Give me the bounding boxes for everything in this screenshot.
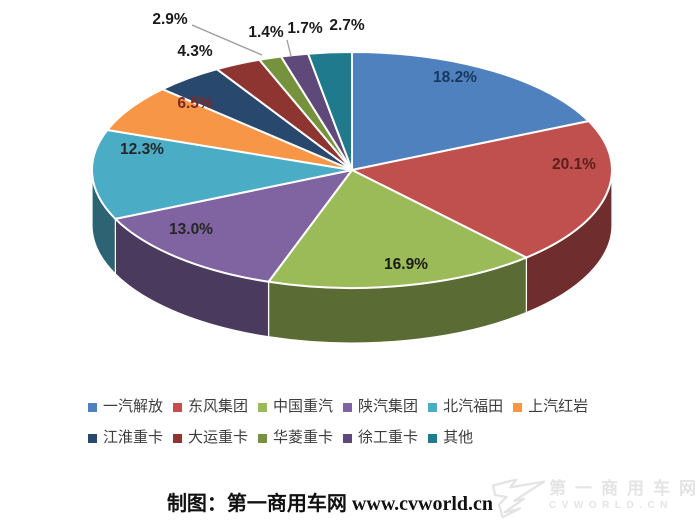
legend-label: 其他 (443, 429, 474, 446)
legend-label: 中国重汽 (273, 398, 334, 415)
legend-item: 中国重汽 (258, 398, 333, 416)
pie-slice-label: 6.5% (177, 95, 213, 112)
pie-slice-label: 4.3% (177, 43, 213, 60)
pie-slice-label: 18.2% (433, 69, 477, 86)
legend-label: 一汽解放 (103, 398, 164, 415)
legend-item: 陕汽集团 (343, 398, 418, 416)
legend-swatch (513, 402, 523, 412)
pie-slice (113, 168, 355, 283)
legend-swatch (88, 402, 97, 412)
site-watermark: 第一商用车网 CVWORLD.CN (491, 468, 696, 523)
pie-slice-label: 16.9% (384, 256, 428, 273)
legend-swatch (88, 433, 97, 443)
pie-slice-label: 2.7% (329, 17, 365, 34)
legend-row: 江淮重卡 大运重卡 华菱重卡 徐工重卡 其他 (88, 429, 648, 447)
pie-slice-label: 12.3% (120, 141, 164, 158)
legend-swatch (343, 433, 353, 443)
legend-item: 北汽福田 (428, 398, 503, 416)
legend-swatch (173, 433, 183, 443)
legend-label: 江淮重卡 (103, 429, 164, 446)
watermark-sitename: 第一商用车网 (549, 479, 700, 498)
watermark-swoosh-icon (491, 478, 546, 518)
pie-slice-label: 13.0% (169, 221, 213, 238)
legend-item: 东风集团 (173, 398, 248, 416)
legend-label: 华菱重卡 (273, 429, 334, 446)
legend-label: 北汽福田 (443, 398, 504, 415)
pie-chart: 18.2% 20.1% 16.9% 13.0% 12.3% 6.5% 4.3% 2.9% 1.4… (91, 11, 613, 344)
legend-swatch (343, 402, 353, 412)
legend-label: 陕汽集团 (358, 398, 419, 415)
legend-label: 上汽红岩 (528, 398, 589, 415)
label-leader-line (191, 24, 263, 56)
legend-label: 徐工重卡 (358, 429, 419, 446)
legend-item: 江淮重卡 (88, 429, 163, 447)
pie-slice (348, 120, 613, 259)
pie-slice-label: 1.4% (248, 24, 284, 41)
watermark-text: 第一商用车网 CVWORLD.CN (549, 480, 700, 511)
pie-slice-label: 20.1% (552, 156, 596, 173)
legend-item: 大运重卡 (173, 429, 248, 447)
pie-slice (266, 168, 529, 289)
legend-item: 其他 (428, 429, 473, 447)
pie-slice (351, 50, 591, 172)
legend-item: 华菱重卡 (258, 429, 333, 447)
legend-label: 东风集团 (188, 398, 249, 415)
chart-legend: 一汽解放 东风集团 中国重汽 陕汽集团 北汽福田 上汽红岩 江淮重卡 大运重卡 华菱重卡 徐工重… (88, 398, 648, 447)
legend-label: 大运重卡 (188, 429, 249, 446)
pie-slice-label: 1.7% (287, 20, 323, 37)
chart-caption: 制图：第一商用车网 www.cvworld.cn (166, 493, 494, 515)
watermark-url: CVWORLD.CN (549, 500, 673, 511)
legend-swatch (428, 402, 438, 412)
legend-item: 一汽解放 (88, 398, 163, 416)
label-leader-line (286, 39, 292, 57)
legend-item: 徐工重卡 (343, 429, 418, 447)
legend-row: 一汽解放 东风集团 中国重汽 陕汽集团 北汽福田 上汽红岩 (88, 398, 648, 416)
pie-slice (91, 128, 353, 220)
legend-swatch (428, 433, 438, 443)
legend-swatch (258, 402, 268, 412)
legend-item: 上汽红岩 (513, 398, 588, 416)
pie-slice (306, 50, 353, 171)
pie-slice-label: 2.9% (152, 11, 188, 28)
legend-swatch (173, 402, 183, 412)
legend-swatch (258, 433, 268, 443)
